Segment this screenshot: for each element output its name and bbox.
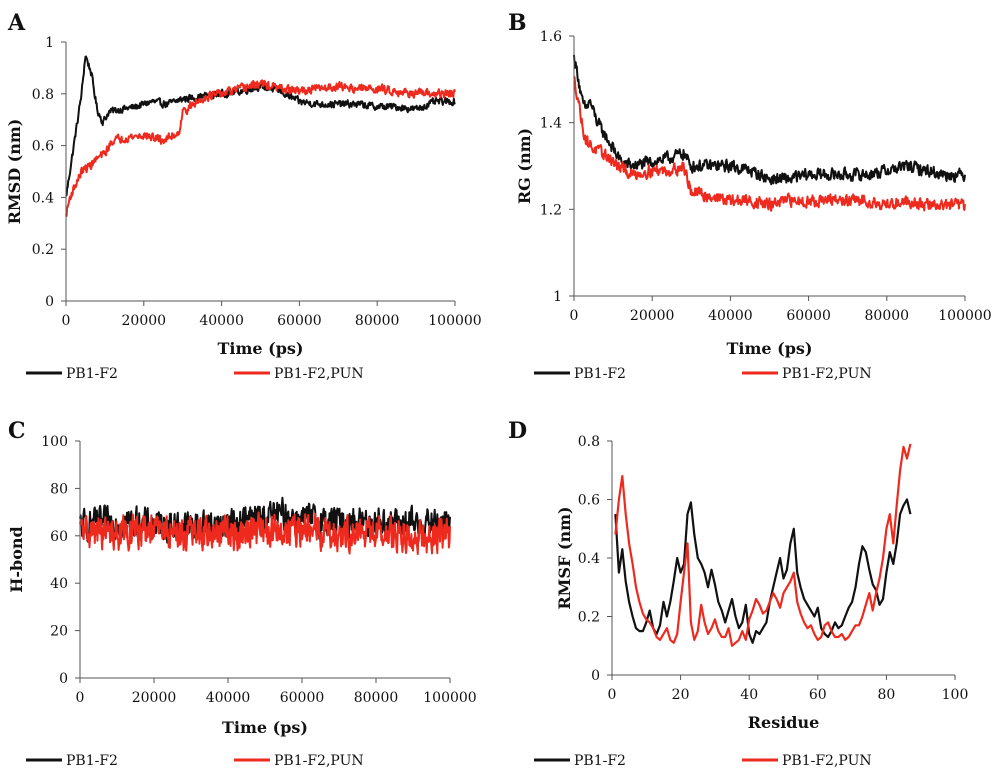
x-tick-label: 0 (62, 313, 71, 329)
y-tick-label: 0.4 (32, 190, 54, 206)
y-tick-label: 0 (591, 668, 600, 684)
legend-label: PB1-F2 (574, 366, 626, 382)
y-tick-label: 0.2 (32, 242, 54, 258)
y-axis-title: RMSD (nm) (5, 119, 24, 225)
y-tick-label: 0.8 (32, 87, 54, 103)
y-axis-title: H-bond (7, 526, 26, 592)
x-tick-label: 20000 (132, 690, 177, 706)
x-tick-label: 80000 (354, 690, 399, 706)
x-tick-label: 100000 (428, 313, 481, 329)
series-line-pb1-f2 (65, 55, 456, 197)
x-tick-label: 40 (740, 687, 758, 703)
x-tick-label: 60000 (277, 313, 322, 329)
x-tick-label: 0 (76, 690, 85, 706)
y-tick-label: 1.6 (540, 29, 562, 45)
x-tick-label: 40000 (708, 308, 753, 324)
panel-letter-c: C (8, 418, 26, 444)
x-tick-label: 0 (608, 687, 617, 703)
series-line-pb1-f2-pun (65, 79, 456, 217)
legend: PB1-F2 PB1-F2,PUN (26, 753, 364, 769)
x-tick-label: 100 (942, 687, 969, 703)
x-tick-label: 20 (672, 687, 690, 703)
y-tick-label: 80 (50, 481, 68, 497)
x-tick-label: 20000 (630, 308, 675, 324)
y-tick-label: 0.6 (578, 493, 600, 509)
series-line-pb1-f2-pun (79, 511, 451, 555)
y-tick-label: 1.4 (540, 116, 562, 132)
series-line-pb1-f2 (573, 54, 966, 186)
x-tick-label: 60000 (280, 690, 325, 706)
y-tick-label: 0.8 (578, 434, 600, 450)
legend-label: PB1-F2 (574, 753, 626, 769)
panel-letter-b: B (508, 10, 527, 36)
legend-label: PB1-F2 (66, 366, 118, 382)
panel-letter-d: D (508, 418, 527, 444)
legend-label: PB1-F2,PUN (274, 753, 364, 769)
x-tick-label: 100000 (423, 690, 476, 706)
legend: PB1-F2 PB1-F2,PUN (534, 366, 872, 382)
y-tick-label: 1 (553, 289, 562, 305)
panel-a: 0 20000 40000 60000 80000 100000 0 0.2 0.4 0.6 0.8… (5, 35, 482, 382)
x-tick-label: 20000 (122, 313, 167, 329)
x-axis-title: Residue (748, 713, 820, 732)
y-tick-label: 1.2 (540, 202, 562, 218)
y-tick-label: 20 (50, 624, 68, 640)
legend-label: PB1-F2 (66, 753, 118, 769)
y-tick-label: 1 (45, 35, 54, 51)
x-tick-label: 60000 (786, 308, 831, 324)
x-tick-label: 80000 (865, 308, 910, 324)
panel-b: 0 20000 40000 60000 80000 100000 1 1.2 1.4 1.6 Tim… (515, 29, 992, 382)
legend-label: PB1-F2,PUN (782, 753, 872, 769)
series-line-pb1-f2 (614, 498, 912, 644)
y-axis-title: RG (nm) (515, 128, 534, 204)
y-tick-label: 0 (45, 294, 54, 310)
legend: PB1-F2 PB1-F2,PUN (534, 753, 872, 769)
x-tick-label: 40000 (199, 313, 244, 329)
panel-d: 0 20 40 60 80 100 0 0.2 0.4 0.6 0.8 Residue RMSF (nm… (534, 434, 968, 769)
y-tick-label: 100 (41, 434, 68, 450)
series-line-pb1-f2-pun (614, 443, 912, 647)
y-tick-label: 0 (59, 671, 68, 687)
panel-letter-a: A (7, 10, 26, 36)
x-tick-label: 80000 (355, 313, 400, 329)
y-axis-title: RMSF (nm) (555, 506, 574, 609)
y-tick-label: 60 (50, 529, 68, 545)
x-axis-title: Time (ps) (218, 339, 304, 358)
series-line-pb1-f2-pun (573, 75, 966, 212)
y-tick-label: 0.2 (578, 610, 600, 626)
y-tick-label: 0.6 (32, 139, 54, 155)
legend-label: PB1-F2,PUN (782, 366, 872, 382)
legend-label: PB1-F2,PUN (274, 366, 364, 382)
y-tick-label: 0.4 (578, 551, 600, 567)
x-tick-label: 40000 (206, 690, 251, 706)
panel-c: 0 20000 40000 60000 80000 100000 0 20 40 60 80 100 T… (7, 434, 477, 769)
x-axis-title: Time (ps) (222, 718, 308, 737)
x-tick-label: 0 (570, 308, 579, 324)
y-tick-label: 40 (50, 576, 68, 592)
legend: PB1-F2 PB1-F2,PUN (26, 366, 364, 382)
chart-panels: 0 20000 40000 60000 80000 10000000.20.40.60.8… (5, 29, 992, 769)
x-tick-label: 60 (809, 687, 827, 703)
x-axis-title: Time (ps) (727, 339, 813, 358)
x-tick-label: 100000 (938, 308, 991, 324)
x-tick-label: 80 (877, 687, 895, 703)
